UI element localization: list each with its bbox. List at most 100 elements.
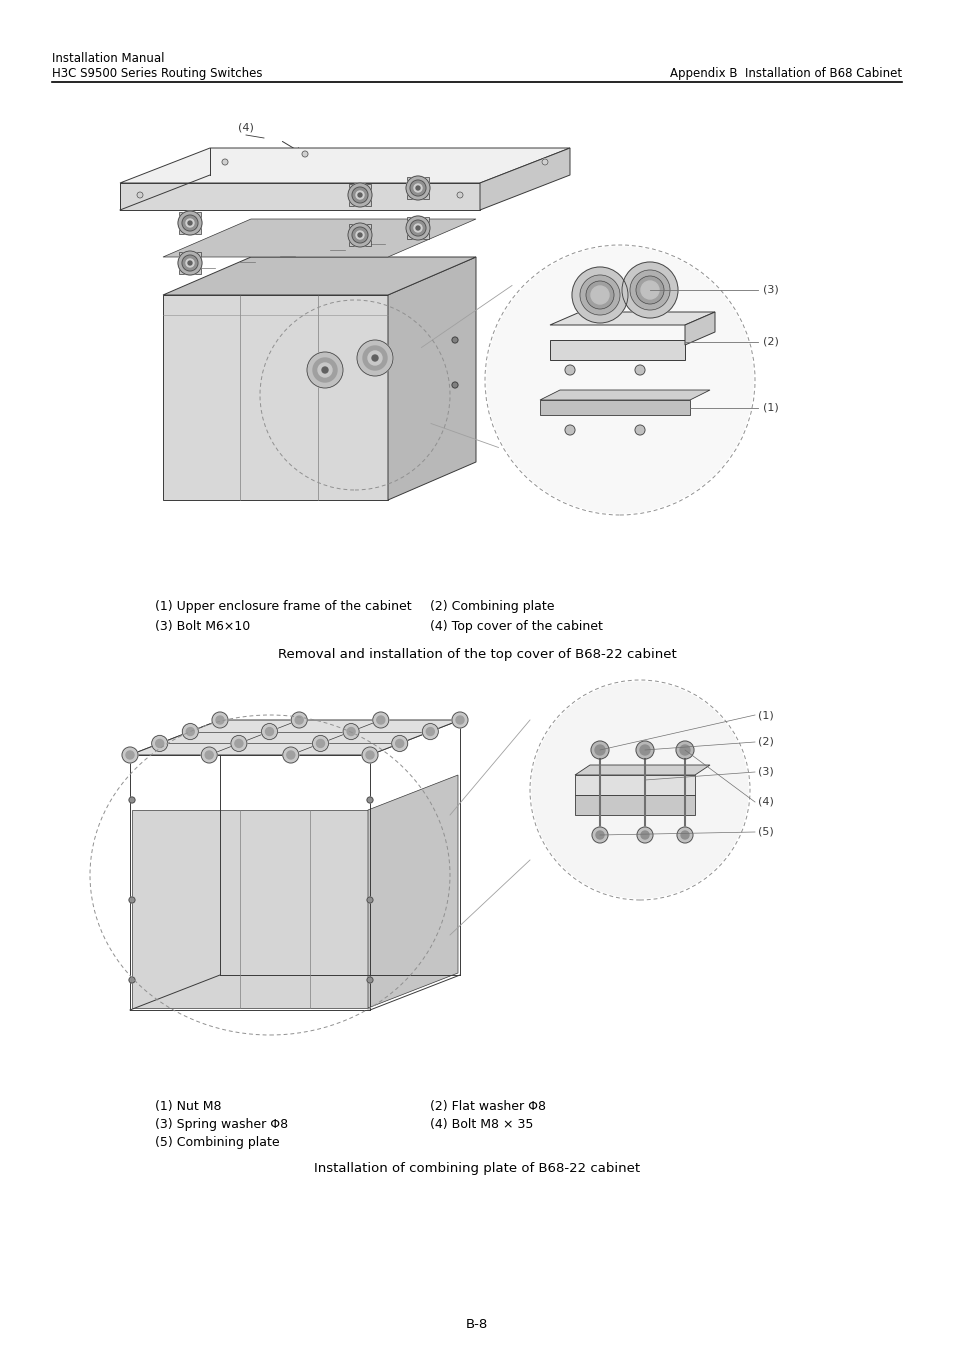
Text: (2): (2) (762, 338, 778, 347)
Circle shape (676, 741, 693, 759)
Polygon shape (575, 795, 695, 815)
Circle shape (640, 281, 659, 298)
Circle shape (532, 682, 747, 898)
Circle shape (367, 796, 373, 803)
Text: (1) Upper enclosure frame of the cabinet: (1) Upper enclosure frame of the cabinet (154, 599, 411, 613)
Circle shape (410, 220, 426, 236)
Polygon shape (575, 775, 695, 795)
Text: (3) Bolt M6×10: (3) Bolt M6×10 (154, 620, 250, 633)
Circle shape (348, 223, 372, 247)
Circle shape (343, 724, 358, 740)
Circle shape (222, 159, 228, 165)
Circle shape (182, 255, 198, 271)
Text: Removal and installation of the top cover of B68-22 cabinet: Removal and installation of the top cove… (277, 648, 676, 662)
Text: (1) Nut M8: (1) Nut M8 (154, 1100, 221, 1112)
Circle shape (126, 751, 133, 759)
Circle shape (456, 192, 462, 198)
Circle shape (234, 740, 243, 748)
Circle shape (367, 977, 373, 983)
Circle shape (456, 716, 463, 724)
Circle shape (416, 225, 419, 230)
Circle shape (368, 351, 381, 364)
Circle shape (355, 231, 364, 239)
Circle shape (422, 724, 437, 740)
Circle shape (186, 219, 193, 227)
Circle shape (201, 747, 217, 763)
Circle shape (129, 796, 135, 803)
Polygon shape (575, 765, 709, 775)
Circle shape (129, 977, 135, 983)
Circle shape (152, 736, 168, 752)
Polygon shape (539, 400, 689, 414)
Text: Installation Manual: Installation Manual (52, 53, 164, 65)
Circle shape (452, 338, 457, 343)
Circle shape (357, 234, 361, 238)
Text: B-8: B-8 (465, 1318, 488, 1331)
Text: (3): (3) (762, 285, 778, 296)
Circle shape (564, 364, 575, 375)
Circle shape (395, 740, 403, 748)
Circle shape (677, 828, 692, 842)
Circle shape (416, 186, 419, 190)
Circle shape (291, 711, 307, 728)
Circle shape (261, 724, 277, 740)
Circle shape (564, 425, 575, 435)
Polygon shape (163, 296, 388, 500)
Text: Installation of combining plate of B68-22 cabinet: Installation of combining plate of B68-2… (314, 1162, 639, 1174)
Circle shape (639, 745, 649, 755)
Circle shape (352, 188, 368, 202)
Polygon shape (539, 390, 709, 400)
Text: (3) Spring washer Φ8: (3) Spring washer Φ8 (154, 1118, 288, 1131)
Circle shape (640, 832, 648, 838)
Polygon shape (130, 720, 459, 755)
Text: (4) Bolt M8 × 35: (4) Bolt M8 × 35 (430, 1118, 533, 1131)
Polygon shape (179, 212, 201, 234)
Circle shape (205, 751, 213, 759)
Circle shape (410, 180, 426, 196)
Circle shape (313, 358, 336, 382)
Text: (4) Top cover of the cabinet: (4) Top cover of the cabinet (430, 620, 602, 633)
Circle shape (155, 740, 164, 748)
Circle shape (637, 828, 652, 842)
Circle shape (406, 216, 430, 240)
Circle shape (367, 896, 373, 903)
Circle shape (629, 270, 669, 310)
Circle shape (186, 259, 193, 267)
Circle shape (635, 364, 644, 375)
Circle shape (426, 728, 434, 736)
Polygon shape (550, 340, 684, 360)
Circle shape (486, 247, 752, 513)
Circle shape (316, 740, 324, 748)
Circle shape (414, 184, 421, 192)
Circle shape (355, 190, 364, 198)
Circle shape (635, 425, 644, 435)
Circle shape (356, 340, 393, 377)
Circle shape (452, 382, 457, 387)
Circle shape (541, 159, 547, 165)
Circle shape (572, 267, 627, 323)
Circle shape (376, 716, 384, 724)
Circle shape (302, 151, 308, 157)
Circle shape (621, 262, 678, 319)
Circle shape (347, 728, 355, 736)
Polygon shape (120, 184, 479, 211)
Circle shape (322, 367, 328, 373)
Text: (5): (5) (758, 828, 773, 837)
Circle shape (182, 724, 198, 740)
Polygon shape (132, 810, 368, 1008)
Polygon shape (479, 148, 569, 211)
Circle shape (282, 747, 298, 763)
Circle shape (452, 711, 468, 728)
Circle shape (294, 716, 303, 724)
Circle shape (178, 211, 202, 235)
Polygon shape (550, 312, 714, 325)
Polygon shape (120, 148, 569, 184)
Text: (4): (4) (238, 122, 253, 132)
Polygon shape (349, 184, 371, 207)
Circle shape (595, 745, 604, 755)
Circle shape (231, 736, 247, 752)
Circle shape (596, 832, 603, 838)
Polygon shape (349, 224, 371, 246)
Circle shape (680, 832, 688, 838)
Text: (1): (1) (758, 710, 773, 720)
